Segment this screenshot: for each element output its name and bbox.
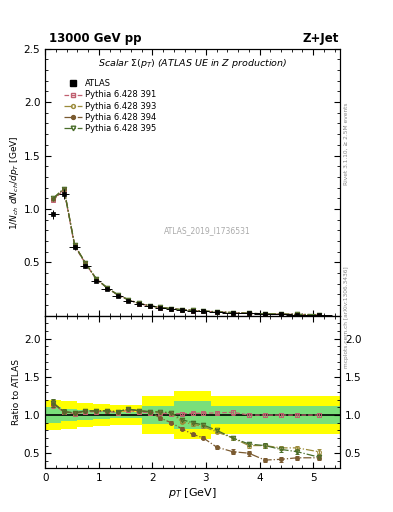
Text: 13000 GeV pp: 13000 GeV pp — [49, 32, 141, 45]
X-axis label: $p_T\ [\mathrm{GeV}]$: $p_T\ [\mathrm{GeV}]$ — [168, 486, 217, 500]
Text: Z+Jet: Z+Jet — [302, 32, 339, 45]
Text: mcplots.cern.ch [arXiv:1306.3436]: mcplots.cern.ch [arXiv:1306.3436] — [344, 267, 349, 368]
Legend: ATLAS, Pythia 6.428 391, Pythia 6.428 393, Pythia 6.428 394, Pythia 6.428 395: ATLAS, Pythia 6.428 391, Pythia 6.428 39… — [61, 77, 159, 135]
Y-axis label: $1/N_{ch}\ dN_{ch}/dp_T\ [\mathrm{GeV}]$: $1/N_{ch}\ dN_{ch}/dp_T\ [\mathrm{GeV}]$ — [8, 135, 21, 229]
Text: ATLAS_2019_I1736531: ATLAS_2019_I1736531 — [164, 226, 251, 235]
Text: Scalar $\Sigma(p_T)$ (ATLAS UE in Z production): Scalar $\Sigma(p_T)$ (ATLAS UE in Z prod… — [98, 57, 287, 70]
Y-axis label: Ratio to ATLAS: Ratio to ATLAS — [12, 359, 21, 425]
Text: Rivet 3.1.10, ≥ 2.5M events: Rivet 3.1.10, ≥ 2.5M events — [344, 102, 349, 185]
